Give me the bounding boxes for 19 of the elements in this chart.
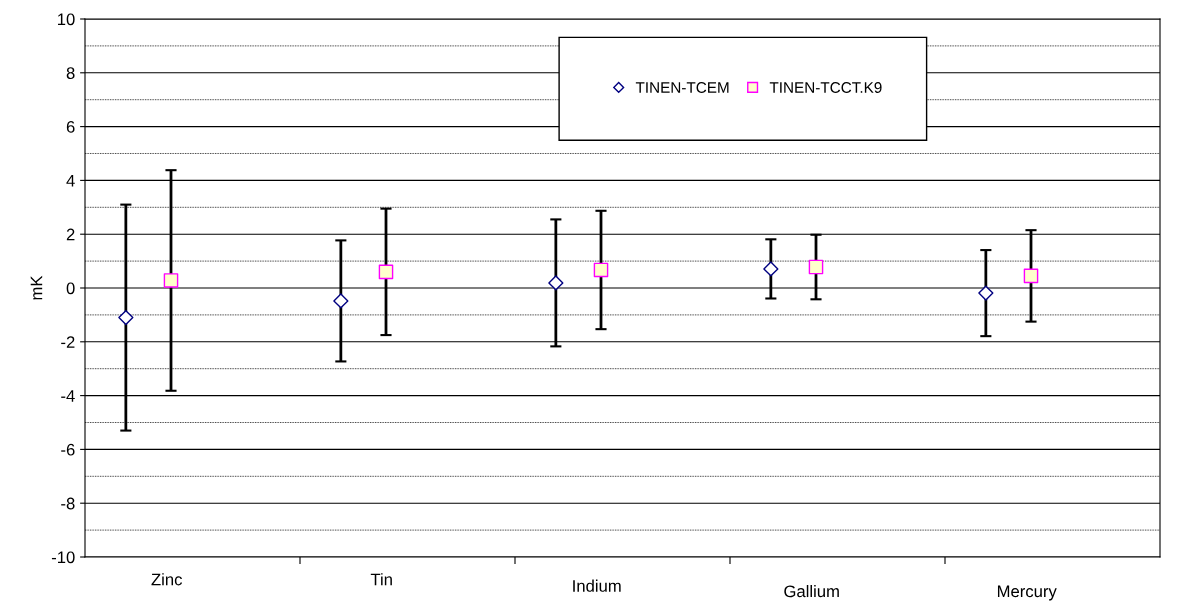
y-tick-label: -6 [61,443,75,456]
y-tick-label: 8 [66,67,75,79]
legend-label: TINEN-TCEM [635,82,729,93]
x-tick-label: Mercury [997,585,1057,601]
x-tick-label: Zinc [151,573,182,586]
y-tick-label: 4 [66,174,75,187]
x-tick-label: Gallium [784,584,839,598]
y-tick-label: 10 [58,13,75,26]
legend-label: TINEN-TCCT.K9 [769,82,882,93]
x-tick-label: Indium [573,579,621,592]
y-tick-label: -10 [51,551,75,564]
y-tick-label: 2 [66,228,75,241]
y-tick-label: 0 [66,282,75,295]
y-tick-label: -4 [61,390,75,402]
y-tick-label: -2 [61,336,75,348]
y-tick-label: 6 [66,121,75,133]
x-tick-label: Tin [370,573,392,586]
y-axis-title: mK [30,275,43,300]
y-tick-label: -8 [61,497,75,510]
